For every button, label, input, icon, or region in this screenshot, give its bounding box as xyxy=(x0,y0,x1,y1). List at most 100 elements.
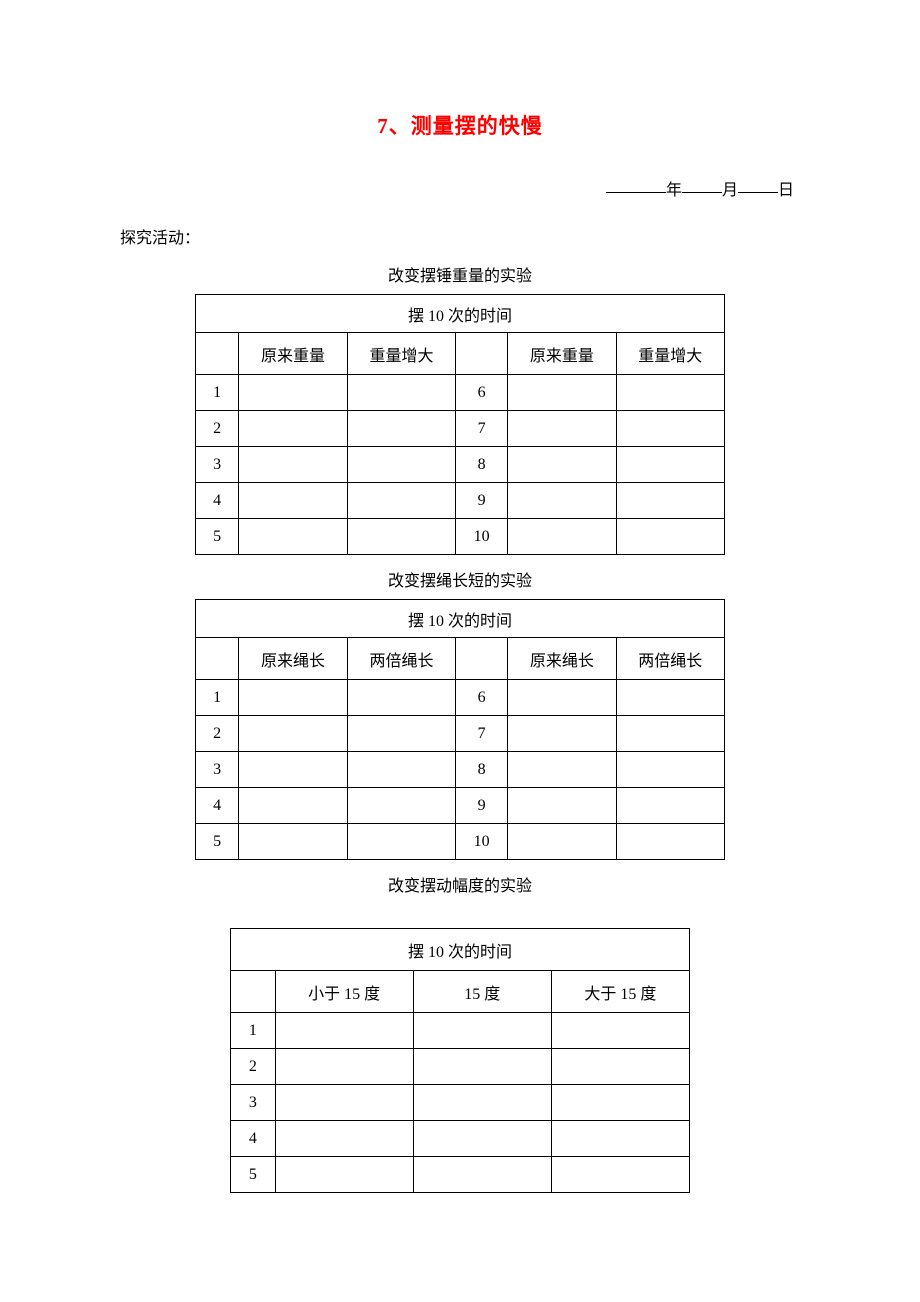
cell[interactable] xyxy=(616,824,724,860)
cell[interactable] xyxy=(347,752,455,788)
cell[interactable] xyxy=(616,447,724,483)
cell[interactable] xyxy=(239,716,347,752)
caption-weight: 改变摆锤重量的实验 xyxy=(120,262,800,286)
cell[interactable] xyxy=(239,483,347,519)
table-row: 16 xyxy=(196,680,725,716)
cell[interactable] xyxy=(616,716,724,752)
cell[interactable] xyxy=(551,1049,689,1085)
length-head-merged: 摆 10 次的时间 xyxy=(196,600,725,638)
cell-idx: 5 xyxy=(231,1157,276,1193)
cell[interactable] xyxy=(347,680,455,716)
cell[interactable] xyxy=(551,1085,689,1121)
cell[interactable] xyxy=(347,447,455,483)
cell[interactable] xyxy=(275,1049,413,1085)
cell-idx: 8 xyxy=(456,447,508,483)
cell-idx: 2 xyxy=(196,411,239,447)
length-col-b: 两倍绳长 xyxy=(347,638,455,680)
weight-col-d: 重量增大 xyxy=(616,333,724,375)
cell[interactable] xyxy=(508,824,616,860)
cell[interactable] xyxy=(508,519,616,555)
cell[interactable] xyxy=(347,483,455,519)
cell[interactable] xyxy=(508,447,616,483)
cell[interactable] xyxy=(508,375,616,411)
length-col-c: 原来绳长 xyxy=(508,638,616,680)
length-idx-head-r xyxy=(456,638,508,680)
cell[interactable] xyxy=(239,824,347,860)
cell[interactable] xyxy=(616,752,724,788)
cell-idx: 9 xyxy=(456,788,508,824)
cell[interactable] xyxy=(413,1085,551,1121)
cell[interactable] xyxy=(413,1013,551,1049)
year-label: 年 xyxy=(666,182,682,199)
cell-idx: 6 xyxy=(456,375,508,411)
cell-idx: 4 xyxy=(196,788,239,824)
cell-idx: 5 xyxy=(196,519,239,555)
cell-idx: 7 xyxy=(456,716,508,752)
cell[interactable] xyxy=(616,680,724,716)
cell[interactable] xyxy=(616,375,724,411)
cell[interactable] xyxy=(508,788,616,824)
cell[interactable] xyxy=(413,1049,551,1085)
day-label: 日 xyxy=(778,182,794,199)
cell-idx: 2 xyxy=(231,1049,276,1085)
cell[interactable] xyxy=(239,375,347,411)
cell[interactable] xyxy=(239,411,347,447)
cell[interactable] xyxy=(347,519,455,555)
cell-idx: 4 xyxy=(196,483,239,519)
year-blank[interactable] xyxy=(606,177,666,193)
cell-idx: 1 xyxy=(196,375,239,411)
cell[interactable] xyxy=(508,411,616,447)
cell[interactable] xyxy=(347,788,455,824)
table-row: 3 xyxy=(231,1085,690,1121)
cell[interactable] xyxy=(508,716,616,752)
cell-idx: 1 xyxy=(231,1013,276,1049)
cell[interactable] xyxy=(347,375,455,411)
cell[interactable] xyxy=(239,752,347,788)
amplitude-table: 摆 10 次的时间 小于 15 度 15 度 大于 15 度 1 2 3 4 5 xyxy=(230,928,690,1193)
cell[interactable] xyxy=(347,716,455,752)
length-idx-head-l xyxy=(196,638,239,680)
cell[interactable] xyxy=(616,519,724,555)
weight-idx-head-l xyxy=(196,333,239,375)
cell[interactable] xyxy=(551,1013,689,1049)
cell[interactable] xyxy=(551,1121,689,1157)
cell[interactable] xyxy=(551,1157,689,1193)
cell[interactable] xyxy=(347,824,455,860)
table-row: 38 xyxy=(196,752,725,788)
length-table: 摆 10 次的时间 原来绳长 两倍绳长 原来绳长 两倍绳长 16 27 38 4… xyxy=(195,599,725,860)
cell[interactable] xyxy=(275,1013,413,1049)
cell[interactable] xyxy=(508,680,616,716)
cell[interactable] xyxy=(508,752,616,788)
amplitude-col-a: 小于 15 度 xyxy=(275,971,413,1013)
cell-idx: 10 xyxy=(456,824,508,860)
cell-idx: 3 xyxy=(231,1085,276,1121)
date-line: 年月日 xyxy=(120,176,800,200)
cell[interactable] xyxy=(616,411,724,447)
cell-idx: 6 xyxy=(456,680,508,716)
cell[interactable] xyxy=(275,1085,413,1121)
table-row: 38 xyxy=(196,447,725,483)
cell[interactable] xyxy=(239,447,347,483)
length-col-d: 两倍绳长 xyxy=(616,638,724,680)
day-blank[interactable] xyxy=(738,177,778,193)
cell[interactable] xyxy=(239,519,347,555)
cell[interactable] xyxy=(508,483,616,519)
cell-idx: 7 xyxy=(456,411,508,447)
cell[interactable] xyxy=(347,411,455,447)
cell[interactable] xyxy=(413,1157,551,1193)
amplitude-head-merged: 摆 10 次的时间 xyxy=(231,929,690,971)
cell-idx: 1 xyxy=(196,680,239,716)
length-col-a: 原来绳长 xyxy=(239,638,347,680)
cell-idx: 3 xyxy=(196,447,239,483)
cell[interactable] xyxy=(239,788,347,824)
cell[interactable] xyxy=(616,788,724,824)
cell[interactable] xyxy=(616,483,724,519)
cell[interactable] xyxy=(275,1121,413,1157)
month-blank[interactable] xyxy=(682,177,722,193)
cell[interactable] xyxy=(239,680,347,716)
cell[interactable] xyxy=(275,1157,413,1193)
table-row: 27 xyxy=(196,411,725,447)
cell[interactable] xyxy=(413,1121,551,1157)
weight-idx-head-r xyxy=(456,333,508,375)
weight-col-a: 原来重量 xyxy=(239,333,347,375)
